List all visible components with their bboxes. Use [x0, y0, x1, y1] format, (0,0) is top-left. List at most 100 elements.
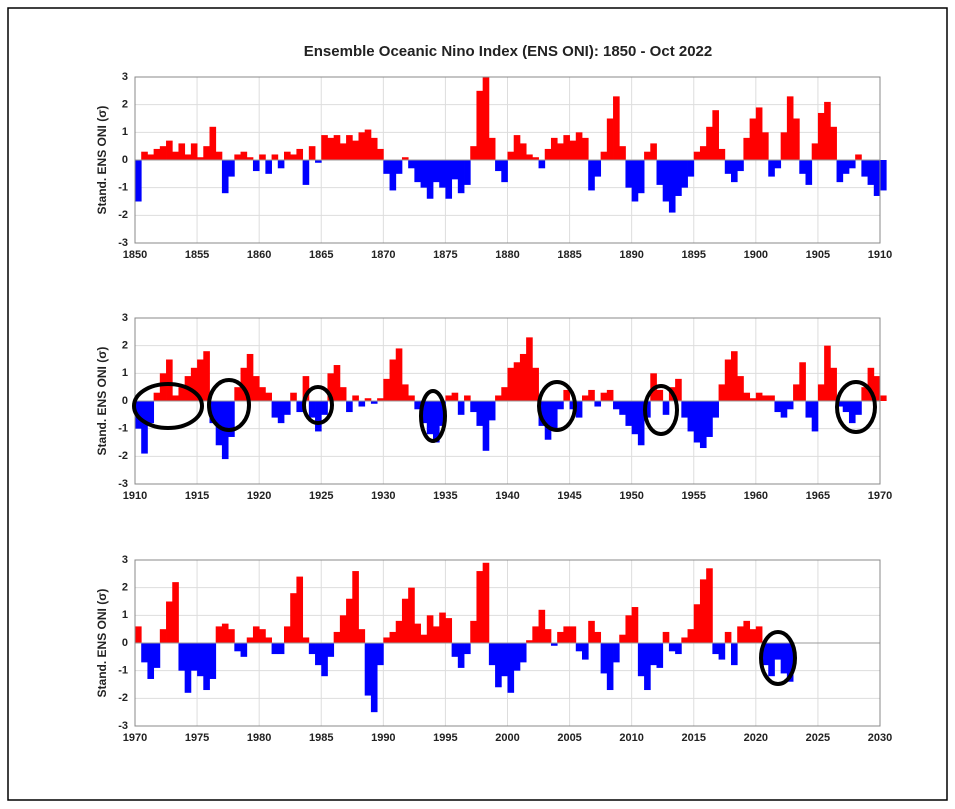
area-segment	[321, 643, 328, 677]
area-segment	[172, 151, 179, 160]
area-segment	[762, 132, 769, 160]
area-segment	[724, 160, 732, 174]
area-segment	[389, 160, 397, 191]
area-segment	[190, 367, 198, 401]
area-segment	[532, 157, 539, 160]
area-segment	[743, 620, 751, 643]
area-segment	[656, 389, 664, 401]
area-segment	[538, 609, 546, 643]
y-tick-label: -2	[118, 692, 128, 704]
area-segment	[228, 160, 235, 177]
area-segment	[873, 160, 881, 196]
area-segment	[675, 378, 682, 401]
area-segment	[619, 634, 626, 643]
x-tick-label: 1965	[806, 490, 830, 502]
area-segment	[681, 160, 688, 188]
area-segment	[793, 384, 800, 401]
area-segment	[842, 401, 850, 413]
area-segment	[377, 148, 384, 160]
area-segment	[246, 637, 254, 643]
area-segment	[513, 362, 521, 401]
area-segment	[731, 160, 738, 183]
area-segment	[166, 140, 173, 160]
area-segment	[488, 137, 496, 160]
area-segment	[507, 643, 515, 693]
area-segment	[364, 129, 372, 160]
area-segment	[550, 137, 558, 160]
area-segment	[302, 376, 310, 401]
area-segment	[346, 135, 353, 160]
area-segment	[302, 637, 310, 643]
area-segment	[644, 401, 651, 418]
area-segment	[433, 626, 440, 643]
frame	[7, 7, 948, 801]
area-segment	[644, 643, 651, 691]
area-segment	[762, 643, 769, 666]
annotations	[132, 378, 877, 686]
area-segment	[780, 132, 788, 160]
area-segment	[445, 395, 453, 401]
area-segment	[855, 401, 862, 415]
area-segment	[699, 146, 707, 160]
y-tick-label: -3	[118, 237, 128, 249]
axes-box	[134, 559, 881, 727]
x-tick-label: 1925	[309, 490, 333, 502]
area-segment	[439, 401, 446, 426]
y-tick-label: 1	[122, 367, 128, 379]
y-tick-label: 3	[122, 312, 128, 324]
area-segment	[141, 151, 148, 160]
area-segment	[290, 154, 297, 160]
area-segment	[197, 157, 204, 160]
area-segment	[464, 160, 471, 185]
x-tick-label: 1960	[744, 490, 768, 502]
x-tick-label: 1900	[744, 249, 768, 261]
area-segment	[656, 643, 664, 668]
area-segment	[774, 401, 782, 413]
area-segment	[811, 143, 819, 160]
circle-annotation	[419, 389, 447, 443]
x-tick-label: 1910	[123, 490, 147, 502]
area-segment	[290, 392, 297, 401]
area-segment	[377, 398, 384, 401]
area-segment	[395, 348, 403, 401]
x-tick-label: 1895	[682, 249, 706, 261]
area-segment	[420, 160, 428, 188]
y-tick-label: -1	[118, 182, 128, 194]
area-segment	[724, 631, 732, 643]
area-segment	[625, 615, 633, 643]
area-segment	[681, 637, 688, 643]
area-segment	[321, 135, 328, 160]
area-segment	[420, 634, 428, 643]
area-segment	[749, 629, 757, 643]
area-segment	[575, 132, 583, 160]
area-segment	[203, 146, 210, 160]
area-segment	[507, 367, 515, 401]
area-segment	[277, 401, 285, 424]
area-segment	[482, 562, 490, 643]
x-tick-label: 1880	[495, 249, 519, 261]
area-segment	[544, 401, 552, 440]
area-segment	[426, 160, 434, 199]
area-segment	[668, 160, 676, 213]
area-segment	[265, 637, 272, 643]
y-axis-label: Stand. ENS ONI (σ)	[95, 347, 109, 456]
area-segment	[184, 643, 192, 693]
x-tick-label: 1910	[868, 249, 892, 261]
area-segment	[426, 615, 434, 643]
area-segment	[662, 160, 670, 202]
area-segment	[445, 618, 453, 643]
y-tick-label: 0	[122, 154, 128, 166]
area-segment	[339, 143, 347, 160]
area-segment	[358, 132, 366, 160]
x-tick-label: 1890	[619, 249, 643, 261]
area-segment	[706, 568, 713, 643]
area-segment	[606, 118, 614, 160]
area-segment	[613, 401, 620, 410]
area-segment	[284, 151, 291, 160]
area-segment	[414, 401, 421, 410]
area-segment	[178, 143, 186, 160]
area-segment	[768, 395, 775, 401]
area-segment	[464, 395, 471, 401]
area-segment	[259, 629, 266, 643]
x-tick-label: 1995	[433, 732, 457, 744]
